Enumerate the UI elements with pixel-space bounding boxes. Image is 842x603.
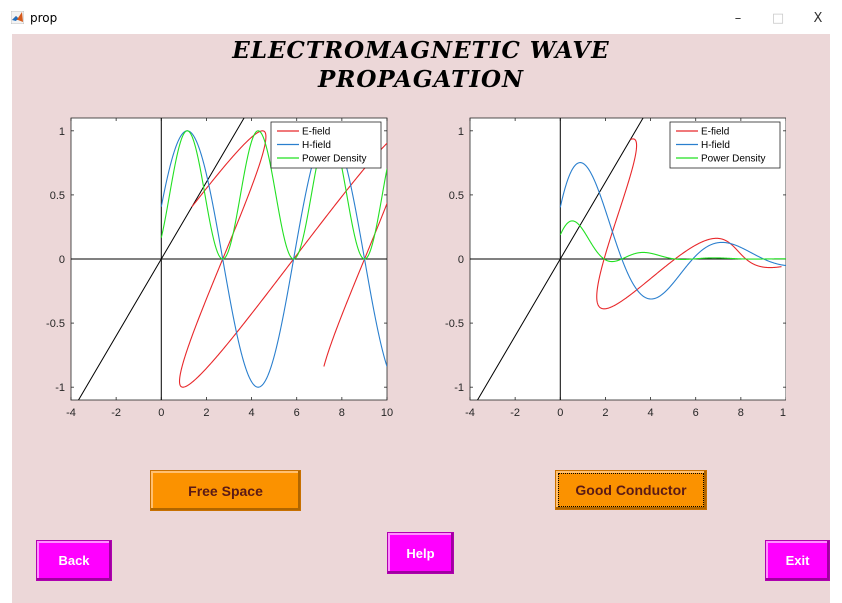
good-conductor-e-field-line	[596, 138, 782, 310]
free-space-diagonal-line	[77, 118, 245, 400]
free-space-power-density-line	[160, 130, 387, 260]
good-conductor-ytick-label: 1	[458, 126, 464, 138]
maximize-button[interactable]: □	[771, 10, 785, 26]
back-button[interactable]: Back	[36, 540, 112, 581]
exit-button[interactable]: Exit	[765, 540, 830, 581]
good-conductor-ytick-label: -0.5	[445, 318, 464, 330]
good-conductor-legend-label-h-field: H-field	[701, 140, 730, 151]
good-conductor-ytick-label: 0.5	[449, 190, 464, 202]
page-title-line1: ELECTROMAGNETIC WAVE	[232, 37, 610, 64]
window-title: prop	[30, 11, 58, 25]
good-conductor-plot[interactable]: -4 -2 0 2 4 6 8 10 -1 -0.5 0 0.5 1 E-field H-field Powe…	[436, 108, 786, 438]
good-conductor-diagonal-line	[476, 118, 644, 400]
good-conductor-xtick-label: -4	[465, 407, 475, 419]
help-button[interactable]: Help	[387, 532, 454, 574]
good-conductor-xtick-label: 2	[602, 407, 608, 419]
free-space-ytick-label: -1	[55, 382, 65, 394]
free-space-ytick-label: -0.5	[46, 318, 65, 330]
free-space-ytick-label: 0.5	[50, 190, 65, 202]
good-conductor-legend-label-power-density: Power Density	[701, 154, 765, 165]
close-button[interactable]: X	[813, 10, 823, 26]
good-conductor-xtick-label: 4	[648, 407, 654, 419]
free-space-e-field-line	[178, 130, 387, 388]
matlab-icon	[11, 11, 24, 24]
good-conductor-xtick-label: 10	[780, 407, 786, 419]
good-conductor-xtick-label: 6	[693, 407, 699, 419]
free-space-ytick-label: 1	[59, 126, 65, 138]
good-conductor-button[interactable]: Good Conductor	[555, 470, 707, 510]
good-conductor-ytick-label: 0	[458, 254, 464, 266]
free-space-xtick-label: -4	[66, 407, 76, 419]
good-conductor-legend-label-e-field: E-field	[701, 127, 729, 138]
good-conductor-xtick-label: 8	[738, 407, 744, 419]
free-space-xtick-label: 4	[249, 407, 255, 419]
free-space-xtick-label: 10	[381, 407, 393, 419]
good-conductor-power-density-line	[559, 220, 786, 263]
window-titlebar: prop – □ X	[0, 0, 842, 34]
free-space-legend-label-e-field: E-field	[302, 127, 330, 138]
free-space-plot[interactable]: -4 -2 0 2 4 6 8 10 -1 -0.5 0 0.5 1 E-field H-field Powe…	[37, 108, 397, 438]
good-conductor-xtick-label: -2	[510, 407, 520, 419]
page-title-line2: PROPAGATION	[317, 66, 525, 93]
free-space-legend-label-h-field: H-field	[302, 140, 331, 151]
free-space-button[interactable]: Free Space	[150, 470, 301, 511]
free-space-xtick-label: 8	[339, 407, 345, 419]
free-space-xtick-label: -2	[111, 407, 121, 419]
free-space-xtick-label: 2	[203, 407, 209, 419]
free-space-ytick-label: 0	[59, 254, 65, 266]
good-conductor-xtick-label: 0	[557, 407, 563, 419]
good-conductor-ytick-label: -1	[454, 382, 464, 394]
free-space-xtick-label: 6	[294, 407, 300, 419]
free-space-legend-label-power-density: Power Density	[302, 154, 366, 165]
figure-panel: ELECTROMAGNETIC WAVE PROPAGATION -4 -2 0 2 4…	[12, 34, 830, 603]
page-title: ELECTROMAGNETIC WAVE PROPAGATION	[12, 36, 830, 94]
free-space-xtick-label: 0	[158, 407, 164, 419]
good-conductor-h-field-line	[559, 162, 786, 300]
free-space-h-field-line	[160, 130, 387, 388]
minimize-button[interactable]: –	[734, 10, 742, 26]
